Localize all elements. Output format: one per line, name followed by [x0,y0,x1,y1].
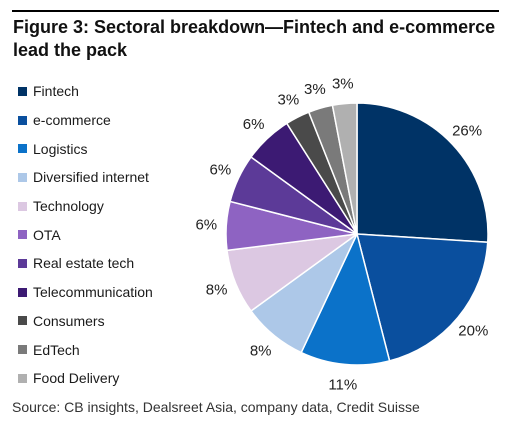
legend-item: Food Delivery [18,364,153,393]
slice-label: 6% [210,162,232,179]
legend-item: Technology [18,192,153,221]
slice-label: 20% [458,322,488,339]
pie-slice [356,233,489,362]
legend-swatch [18,345,27,355]
slice-label: 3% [332,76,354,93]
slice-label: 3% [278,92,300,109]
legend-swatch [18,201,27,211]
legend-label: OTA [33,226,61,243]
legend-swatch [18,115,27,125]
legend-item: e-commerce [18,106,153,135]
legend-swatch [18,258,27,268]
slice-label: 6% [195,217,217,234]
legend-swatch [18,230,27,240]
legend-label: Diversified internet [33,169,149,186]
legend-label: Food Delivery [33,370,120,387]
slice-label: 8% [206,282,228,299]
legend-label: EdTech [33,341,80,358]
legend-swatch [18,287,27,297]
legend-swatch [18,144,27,154]
slice-label: 11% [328,376,357,393]
legend-item: OTA [18,220,153,249]
pie-slice [356,102,489,244]
legend-label: Logistics [33,140,88,157]
legend-label: Consumers [33,312,105,329]
chart-legend: Fintech e-commerce Logistics Diversified in… [18,77,153,393]
legend-label: Technology [33,198,104,215]
legend-swatch [18,316,27,326]
legend-item: Diversified internet [18,163,153,192]
top-rule [12,10,499,12]
figure-source: Source: CB insights, Dealsreet Asia, com… [12,399,420,415]
legend-swatch [18,172,27,182]
slice-label: 6% [243,116,265,133]
legend-swatch [18,373,27,383]
slice-label: 8% [250,342,272,359]
legend-label: Real estate tech [33,255,135,272]
legend-item: Consumers [18,307,153,336]
legend-item: Logistics [18,134,153,163]
legend-label: Telecommunication [33,284,153,301]
legend-item: Fintech [18,77,153,106]
legend-label: e-commerce [33,112,111,129]
legend-item: Real estate tech [18,249,153,278]
legend-label: Fintech [33,83,79,100]
legend-item: EdTech [18,335,153,364]
pie-slice [300,231,391,366]
figure-title: Figure 3: Sectoral breakdown—Fintech and… [13,17,496,60]
legend-item: Telecommunication [18,278,153,307]
slice-label: 3% [304,81,326,98]
slice-label: 26% [452,123,482,140]
legend-swatch [18,86,27,96]
pie-slice [331,102,358,235]
